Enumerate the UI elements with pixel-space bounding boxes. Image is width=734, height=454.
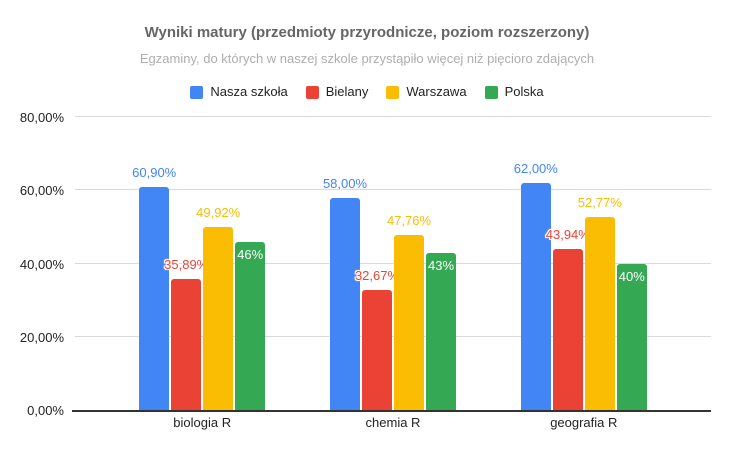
bar-value-label-warszawa-chemia-r: 47,76% — [386, 213, 432, 229]
y-axis-tick-0: 0,00% — [27, 403, 64, 418]
chart-title: Wyniki matury (przedmioty przyrodnicze, … — [144, 24, 590, 41]
bar-value-label-nasza-szkola-geografia-r: 62,00% — [513, 160, 558, 176]
gridline-80 — [75, 116, 711, 117]
bar-value-label-polska-geografia-r: 40% — [618, 268, 645, 284]
bar-nasza-szkola-chemia-r[interactable]: 58,00% — [323, 176, 367, 410]
bar-warszawa-chemia-r[interactable]: 47,76% — [387, 213, 431, 410]
bar-value-label-bielany-biologia-r: 35,89% — [164, 256, 209, 272]
bar-warszawa-biologia-r[interactable]: 49,92% — [196, 205, 240, 410]
bar-value-label-warszawa-geografia-r: 52,77% — [577, 194, 622, 210]
bar-value-label-polska-chemia-r: 43% — [427, 257, 455, 273]
legend-label-bielany: Bielany — [325, 84, 369, 99]
bar-nasza-szkola-biologia-r[interactable]: 60,90% — [132, 165, 176, 410]
gridline-60 — [75, 189, 711, 191]
x-axis-label-geografia-r: geografia R — [550, 415, 618, 430]
bar-value-label-nasza-szkola-chemia-r: 58,00% — [322, 175, 368, 191]
bar-group-chemia-r: 58,00% 32,67% 47,76% 43% — [323, 117, 456, 410]
x-axis-label-chemia-r: chemia R — [365, 415, 421, 430]
legend-label-nasza-szkola: Nasza szkoła — [210, 84, 288, 99]
legend-swatch-polska — [484, 85, 498, 99]
plot-area: 60,90% 35,89% 49,92% 46% 58,00% 32,67% 47,76% 4… — [72, 116, 711, 412]
legend: Nasza szkoła Bielany Warszawa Polska — [0, 84, 734, 100]
y-axis-tick-80: 80,00% — [19, 110, 64, 125]
bar-warszawa-geografia-r[interactable]: 52,77% — [578, 195, 622, 410]
y-axis: 0,00% 20,00% 40,00% 60,00% 80,00% — [0, 110, 64, 418]
legend-swatch-nasza-szkola — [190, 85, 204, 99]
y-axis-tick-60: 60,00% — [19, 183, 64, 199]
bar-value-label-polska-biologia-r: 46% — [237, 246, 264, 262]
x-axis-label-biologia-r: biologia R — [173, 415, 232, 430]
bar-value-label-nasza-szkola-biologia-r: 60,90% — [132, 164, 177, 180]
bar-bielany-geografia-r[interactable]: 43,94% — [546, 227, 590, 410]
y-axis-tick-20: 20,00% — [19, 329, 64, 345]
bar-value-label-bielany-geografia-r: 43,94% — [545, 227, 590, 243]
legend-swatch-warszawa — [386, 85, 400, 99]
chart-subtitle: Egzaminy, do których w naszej szkole prz… — [139, 51, 595, 66]
bar-group-geografia-r: 62,00% 43,94% 52,77% 40% — [514, 117, 647, 410]
bar-polska-biologia-r[interactable]: 46% — [235, 241, 266, 410]
legend-label-polska: Polska — [504, 84, 544, 99]
bar-value-label-warszawa-biologia-r: 49,92% — [196, 205, 241, 221]
bar-bielany-biologia-r[interactable]: 35,89% — [164, 257, 208, 410]
bar-nasza-szkola-geografia-r[interactable]: 62,00% — [514, 161, 558, 410]
legend-item-nasza-szkola: Nasza szkoła — [190, 84, 288, 99]
bar-polska-geografia-r[interactable]: 40% — [616, 263, 647, 410]
gridline-40 — [75, 262, 711, 264]
x-axis-line — [72, 410, 711, 412]
legend-item-polska: Polska — [484, 84, 544, 99]
bar-bielany-chemia-r[interactable]: 32,67% — [355, 268, 399, 410]
x-axis: biologia R chemia R geografia R — [75, 415, 711, 433]
y-axis-tick-40: 40,00% — [19, 256, 64, 272]
legend-item-bielany: Bielany — [305, 84, 369, 99]
legend-item-warszawa: Warszawa — [386, 84, 467, 99]
legend-swatch-bielany — [305, 85, 319, 99]
bar-group-biologia-r: 60,90% 35,89% 49,92% 46% — [132, 117, 266, 410]
legend-label-warszawa: Warszawa — [406, 84, 467, 99]
gridline-20 — [75, 335, 711, 337]
bar-polska-chemia-r[interactable]: 43% — [426, 252, 456, 410]
bar-value-label-bielany-chemia-r: 32,67% — [354, 268, 400, 284]
